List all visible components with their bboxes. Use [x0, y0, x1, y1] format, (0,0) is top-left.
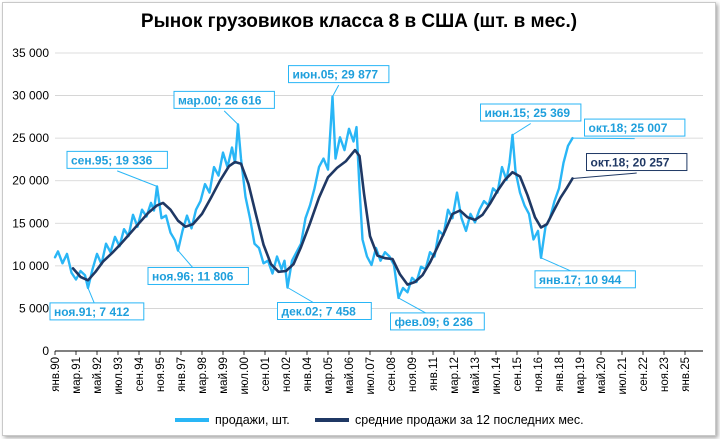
annotation-box: [584, 118, 686, 137]
annotation-label: окт.18; 25 007: [589, 121, 668, 135]
annotation-box: [390, 312, 485, 331]
x-tick-label: сен.15: [512, 357, 524, 391]
annotation-box: [49, 302, 145, 321]
annotation-label: мар.00; 26 616: [178, 93, 262, 107]
annotation-box: [173, 90, 275, 109]
x-tick-label: июл.93: [113, 357, 125, 395]
annotation-label: окт.18; 20 257: [591, 156, 670, 170]
annotation-box: [480, 103, 582, 122]
annotation-label: янв.17; 10 944: [539, 273, 622, 287]
annotation-label: фев.09; 6 236: [395, 315, 474, 329]
x-tick-label: июл.21: [617, 357, 629, 395]
y-tick-label: 5 000: [19, 301, 49, 315]
annotation-box: [534, 270, 636, 289]
y-tick-label: 0: [42, 344, 49, 358]
y-tick-label: 20 000: [12, 174, 49, 188]
x-tick-label: июл.14: [491, 356, 503, 394]
x-tick-label: ноя.02: [281, 357, 293, 392]
sales-series-line: [53, 95, 574, 300]
annotation-box: [586, 153, 688, 172]
annotation-leader: [572, 172, 637, 180]
x-tick-label: мар.98: [197, 357, 209, 394]
x-tick-label: ноя.09: [407, 357, 419, 392]
chart-title: Рынок грузовиков класса 8 в США (шт. в м…: [140, 11, 578, 32]
x-tick-label: янв.97: [176, 357, 188, 392]
annotation-label: дек.02; 7 458: [282, 305, 357, 319]
x-tick-label: май.13: [470, 357, 482, 394]
y-tick-label: 35 000: [12, 46, 49, 60]
annotation-box: [66, 150, 168, 169]
annotation-label: ноя.96; 11 806: [152, 269, 234, 283]
annotation-label: июн.05; 29 877: [293, 68, 379, 82]
x-tick-label: май.06: [344, 357, 356, 394]
x-tick-label: мар.05: [323, 357, 335, 394]
annotation-leader: [512, 123, 531, 136]
x-tick-label: янв.90: [50, 357, 62, 392]
legend-label-1: средние продажи за 12 последних мес.: [355, 413, 584, 427]
x-tick-label: мар.91: [71, 357, 83, 394]
annotation-label: сен.95; 19 336: [71, 153, 153, 167]
chart-svg: 0 5 000 10 000 15 000 20 000 25 000 30 000 35 0…: [12, 46, 703, 427]
annotation-leader: [572, 137, 635, 140]
x-tick-label: июл.07: [365, 357, 377, 395]
annotation-box: [288, 65, 390, 84]
y-tick-label: 15 000: [12, 216, 49, 230]
annotation-leader: [117, 170, 158, 187]
x-tick-label: сен.01: [260, 357, 272, 391]
x-tick-label: янв.25: [680, 357, 692, 392]
annotation-leader: [332, 84, 340, 97]
average-series-line: [71, 148, 574, 286]
x-tick-label: май.92: [92, 357, 104, 394]
annotation-leader: [223, 110, 239, 125]
x-tick-label: сен.08: [386, 357, 398, 391]
y-tick-label: 30 000: [12, 89, 49, 103]
x-tick-label: май.99: [218, 357, 230, 394]
x-tick-label: мар.12: [449, 357, 461, 394]
x-tick-label: сен.22: [638, 357, 650, 391]
x-tick-label: янв.04: [302, 356, 314, 391]
annotation-box: [277, 302, 372, 321]
x-tick-label: ноя.16: [533, 357, 545, 392]
x-tick-label: янв.11: [428, 357, 440, 391]
annotation-label: ноя.91; 7 412: [54, 305, 130, 319]
x-tick-label: июл.00: [239, 357, 251, 395]
annotation-label: июн.15; 25 369: [485, 106, 571, 120]
y-tick-label: 25 000: [12, 131, 49, 145]
y-tick-label: 10 000: [12, 259, 49, 273]
legend-label-0: продажи, шт.: [215, 413, 290, 427]
annotation-box: [147, 266, 249, 285]
x-tick-label: янв.18: [554, 357, 566, 392]
x-tick-label: ноя.23: [659, 357, 671, 392]
x-tick-label: ноя.95: [155, 357, 167, 392]
x-tick-label: май.20: [596, 357, 608, 394]
x-tick-label: сен.94: [134, 356, 146, 391]
x-tick-label: мар.19: [575, 357, 587, 394]
